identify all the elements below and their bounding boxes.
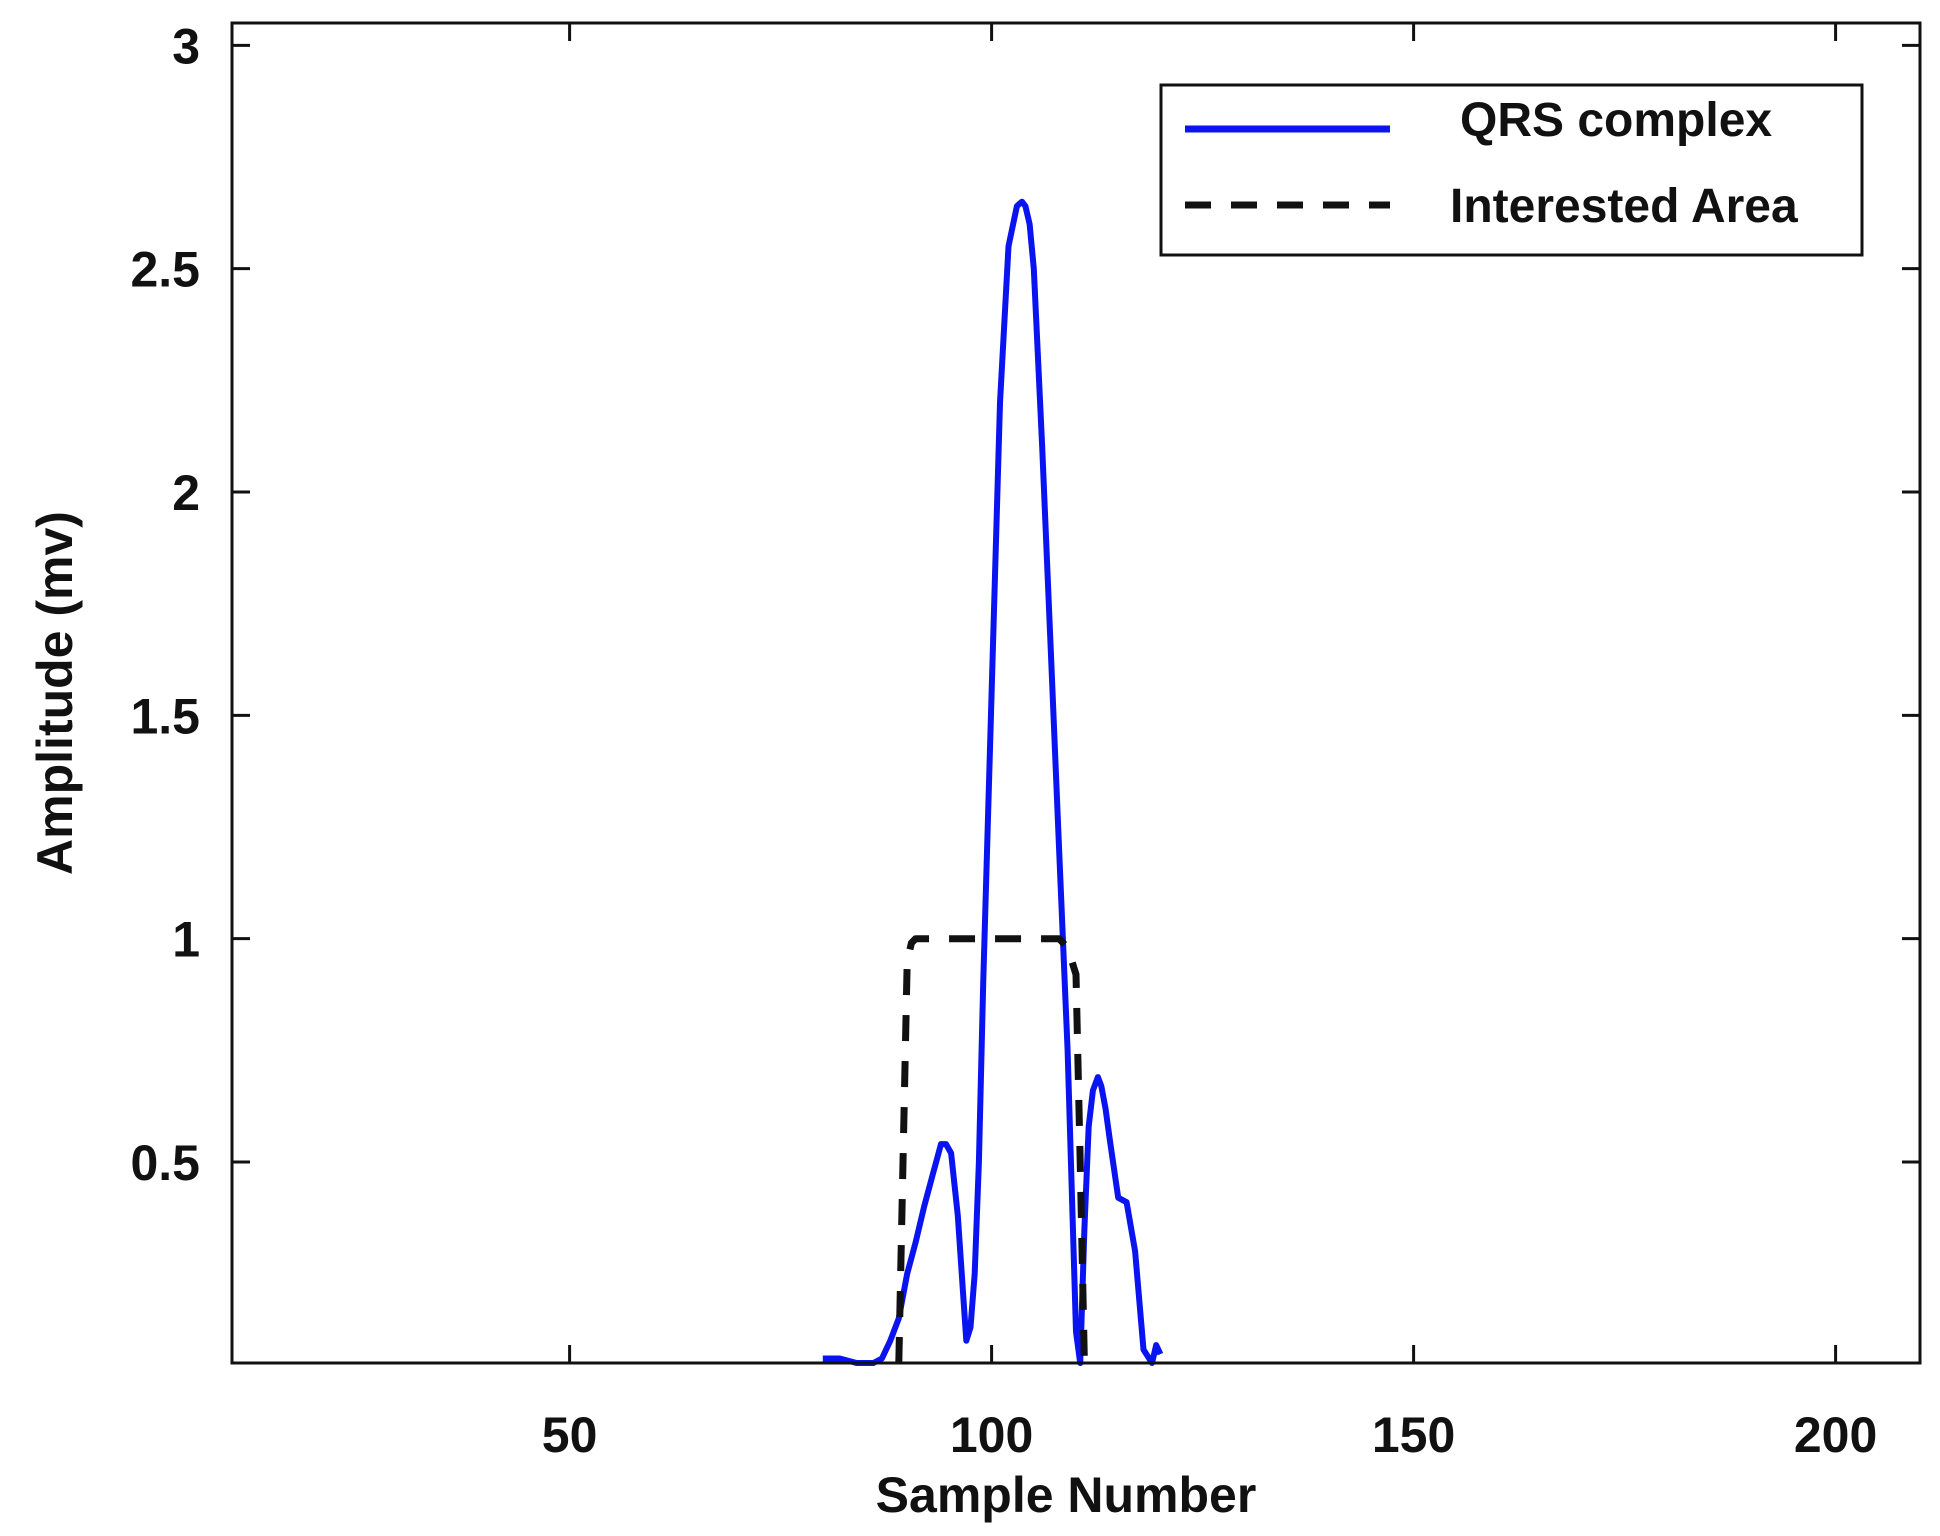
series-line-qrs-complex: [822, 198, 1164, 1366]
y-axis-title: Amplitude (mv): [27, 511, 83, 875]
x-axis-title: Sample Number: [876, 1467, 1257, 1523]
x-tick-label: 50: [542, 1407, 598, 1463]
y-tick-label: 2.5: [130, 242, 200, 298]
x-axis-ticks: [568, 23, 1838, 1363]
x-tick-label: 100: [950, 1407, 1033, 1463]
y-axis-tick-labels: 0.5 1 1.5 2 2.5 3: [130, 18, 200, 1191]
series-layer: [822, 198, 1164, 1366]
legend-label-interested-area: Interested Area: [1450, 180, 1798, 233]
legend-label-qrs-complex: QRS complex: [1460, 94, 1772, 147]
y-tick-label: 3: [172, 18, 200, 74]
legend-box: [1159, 83, 1864, 257]
x-tick-label: 200: [1794, 1407, 1877, 1463]
y-tick-label: 1: [172, 912, 200, 968]
y-tick-label: 1.5: [130, 688, 200, 744]
x-tick-label: 150: [1372, 1407, 1455, 1463]
x-axis-tick-labels: 50 100 150 200: [542, 1407, 1878, 1463]
y-tick-label: 2: [172, 465, 200, 521]
y-tick-label: 0.5: [130, 1135, 200, 1191]
y-axis-ticks: [232, 43, 1920, 1164]
series-line-interested-area: [895, 935, 1088, 1364]
legend: QRS complex Interested Area: [1159, 83, 1864, 257]
plot-frame: [230, 21, 1922, 1365]
